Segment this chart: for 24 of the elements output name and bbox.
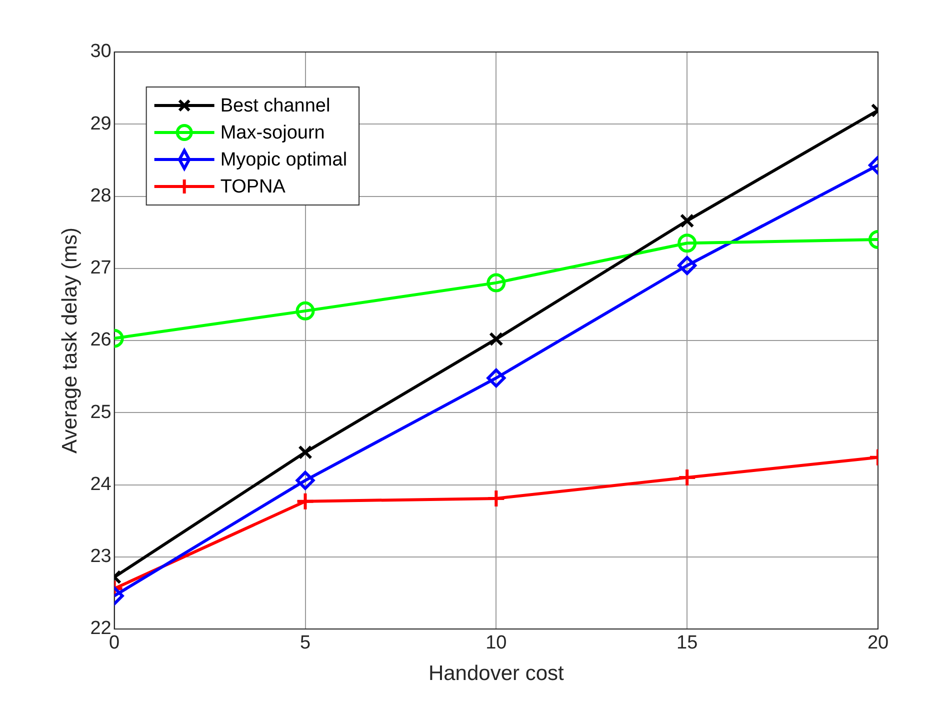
x-axis-title: Handover cost xyxy=(428,662,564,686)
y-tick-label: 24 xyxy=(90,474,112,495)
y-tick-label: 23 xyxy=(90,546,112,568)
y-tick-label: 25 xyxy=(90,402,112,423)
legend-label: Best channel xyxy=(220,96,330,117)
y-tick-label: 22 xyxy=(90,618,112,640)
legend-label: Max-sojourn xyxy=(220,122,325,144)
y-tick-label: 30 xyxy=(90,41,112,62)
y-tick-label: 29 xyxy=(90,113,112,134)
y-tick-label: 27 xyxy=(90,258,112,279)
point xyxy=(486,488,506,508)
y-axis-title: Average task delay (ms) xyxy=(58,227,82,454)
x-tick-label: 0 xyxy=(109,632,120,654)
x-tick-label: 10 xyxy=(486,632,507,654)
legend-label: Myopic optimal xyxy=(220,150,348,171)
y-tick-label: 28 xyxy=(90,185,112,206)
legend-label: TOPNA xyxy=(220,176,286,198)
y-tick-label: 26 xyxy=(90,330,112,351)
point xyxy=(486,273,506,292)
point xyxy=(486,368,506,388)
x-tick-label: 20 xyxy=(867,632,889,654)
x-tick-label: 15 xyxy=(676,632,698,654)
x-tick-label: 5 xyxy=(300,632,311,654)
point xyxy=(489,332,504,346)
